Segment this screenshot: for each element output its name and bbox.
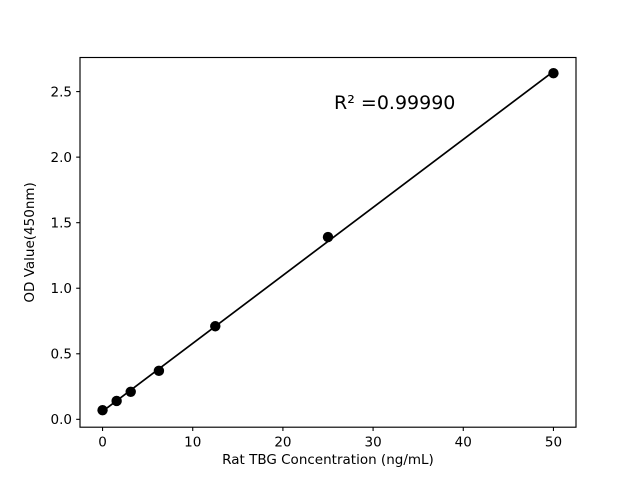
x-tick-label: 10 [184, 435, 201, 451]
y-axis-label: OD Value(450nm) [22, 182, 38, 302]
y-tick-label: 2.5 [51, 84, 72, 100]
x-axis-label: Rat TBG Concentration (ng/mL) [222, 452, 434, 468]
x-tick-label: 20 [274, 435, 291, 451]
data-point-marker [210, 321, 221, 332]
data-point-marker [153, 365, 165, 377]
data-points [97, 68, 559, 416]
y-tick-label: 0.5 [51, 346, 72, 362]
plot-area-frame [79, 56, 577, 428]
data-point-marker [548, 68, 559, 79]
data-point-marker [97, 404, 108, 416]
data-point-marker [111, 395, 122, 407]
y-tick-label: 0.0 [51, 412, 72, 428]
x-tick-label: 0 [98, 435, 107, 451]
x-axis-ticks: 0 10 20 30 40 50 [98, 427, 562, 451]
y-axis-ticks: 0.0 0.5 1.0 1.5 2.0 2.5 [51, 84, 80, 428]
x-tick-label: 40 [455, 435, 472, 451]
x-tick-label: 50 [545, 435, 562, 451]
data-point-marker [125, 386, 136, 398]
x-tick-label: 30 [364, 435, 381, 451]
y-tick-label: 2.0 [51, 150, 72, 166]
data-point-marker [322, 231, 334, 243]
r-squared-annotation: R² =0.99990 [334, 92, 455, 114]
y-tick-label: 1.0 [51, 281, 72, 297]
y-tick-label: 1.5 [51, 215, 72, 231]
